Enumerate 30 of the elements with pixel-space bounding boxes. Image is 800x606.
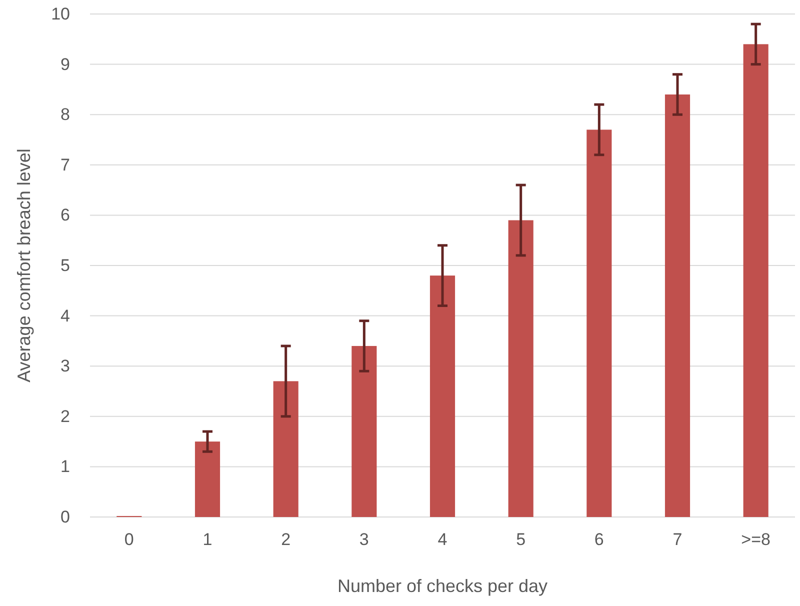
bar <box>586 130 612 517</box>
y-tick-label: 7 <box>60 155 70 174</box>
x-tick-label: 2 <box>281 530 291 550</box>
y-tick-label: 1 <box>60 457 70 476</box>
y-tick-label: 9 <box>60 54 70 74</box>
y-tick-label: 0 <box>60 507 70 526</box>
bar <box>743 44 768 517</box>
x-axis-title: Number of checks per day <box>337 576 548 596</box>
y-tick-label: 5 <box>60 256 70 275</box>
y-tick-label: 10 <box>51 4 70 24</box>
x-tick-label: 5 <box>516 530 526 550</box>
bar <box>508 220 534 517</box>
x-tick-label: 4 <box>438 530 448 550</box>
y-axis-title: Average comfort breach level <box>14 148 34 382</box>
x-tick-label: 0 <box>124 530 134 550</box>
y-tick-label: 8 <box>60 105 70 124</box>
x-tick-label: >=8 <box>741 530 770 550</box>
y-tick-label: 4 <box>60 306 70 326</box>
x-tick-label: 3 <box>359 530 369 550</box>
x-tick-label: 6 <box>594 530 604 550</box>
x-tick-label: 7 <box>672 530 682 550</box>
x-tick-label: 1 <box>202 530 212 550</box>
y-tick-label: 2 <box>60 406 70 426</box>
bar <box>664 94 690 517</box>
bar <box>273 381 298 517</box>
y-tick-label: 6 <box>60 206 70 225</box>
bar <box>430 276 456 517</box>
bar <box>352 346 377 517</box>
y-tick-label: 3 <box>60 356 70 376</box>
bar <box>194 442 220 517</box>
